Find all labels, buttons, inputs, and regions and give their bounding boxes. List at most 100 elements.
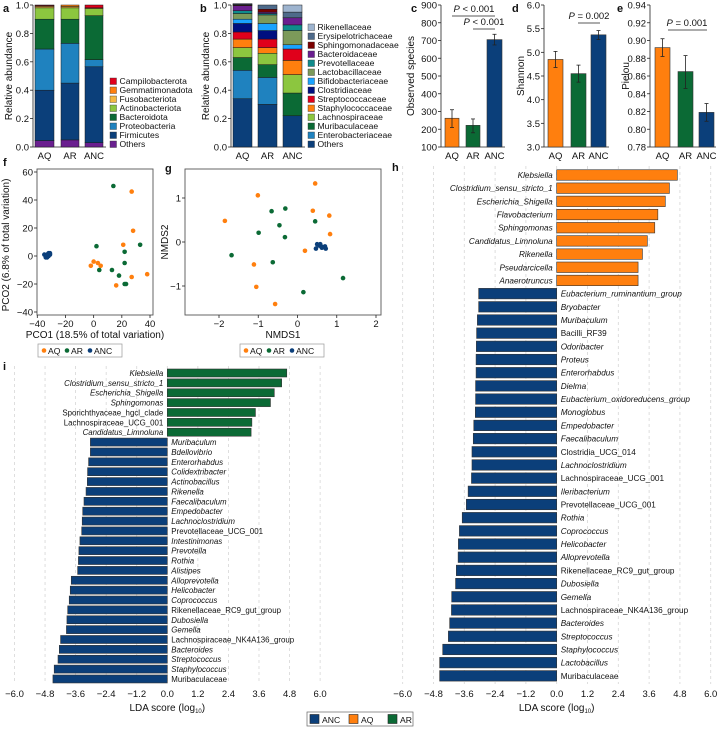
stacked-segment-rikenellaceae [232,3,253,5]
lda-taxon-label: Lachnoclostridium [561,461,627,470]
point-aq [326,213,332,218]
lda-bar [471,446,558,458]
x-tick-label: AR [63,151,76,162]
legend-swatch [307,23,315,31]
lda-taxon-label: Bryobacter [561,303,601,312]
lda-taxon-label: Enterorhabdus [561,369,615,378]
point-ar [111,183,116,189]
lda-taxon-label: Ileribacterium [561,487,610,496]
x-tick-label: AR [572,151,585,162]
lda-taxon-label: Lachnospiraceae_NK4A136_group [561,606,689,615]
x-tick-label: AQ [656,151,670,162]
point-aq [113,283,119,288]
legend-dot-ar [266,348,272,353]
point-ar [277,222,282,228]
stacked-segment-bacteroidaceae [282,17,303,26]
lda-bar [556,248,643,260]
stacked-segment-actinobacteriota [34,7,55,20]
x-tick-label: 3.6 [643,689,656,700]
lda-bar [473,419,557,431]
x-axis-title-main: LDA score (log [129,703,195,714]
lda-bar [451,604,558,616]
plot-frame [184,168,382,316]
lda-taxon-label: Proteus [561,356,589,365]
y-tick-label: 900 [421,1,437,12]
shared-legend-label: ANC [322,715,340,725]
y-tick-label: 600 [421,54,437,65]
y-tick-label: 100 [421,143,437,154]
x-tick-label: −2.4 [486,689,505,700]
point-ar [116,273,122,278]
x-tick-label: 0 [91,319,96,330]
bar-anc [486,39,503,148]
x-axis-title-end: ) [202,703,205,714]
lda-bar [449,617,557,629]
stacked-segment-firmicutes [60,82,80,141]
lda-taxon-label: Bacilli_RF39 [561,329,607,338]
legend-label: AR [71,346,83,356]
x-axis-title-subscript: 10 [584,709,591,715]
lda-bar [475,393,557,405]
shared-legend-label: AQ [361,715,374,725]
lda-bar [455,578,558,590]
lda-bar [167,398,271,407]
legend-swatch [307,140,315,148]
lda-bar [457,551,557,563]
lda-bar [439,657,558,669]
panel-letter-d: d [512,3,519,15]
point-ar [256,230,261,236]
legend-label: Others [318,139,344,149]
lda-taxon-label: Muribaculum [171,438,217,447]
bar-ar [570,73,587,148]
stacked-segment-enterobacteriaceae [232,70,253,99]
panel-letter-f: f [3,157,7,169]
stacked-segment-bacteroidaceae [232,5,253,11]
lda-taxon-label: Sporichthyaceae_hgcl_clade [62,408,164,417]
legend-swatch [307,32,315,40]
point-aq [251,262,257,267]
lda-bar [556,261,639,273]
y-tick-label: 0.82 [628,107,647,118]
lda-bar [68,595,168,605]
stacked-segment-lachnospiraceae [282,74,303,94]
y-axis-title: NMDS2 [160,224,171,259]
y-tick-label: −20 [17,280,33,291]
lda-bar [461,512,558,524]
lda-taxon-label: Sphingomonas [111,399,164,408]
lda-bar [467,485,557,497]
y-tick-label: 200 [421,125,437,136]
x-axis-title: NMDS1 [265,330,300,341]
point-aq [255,193,261,198]
point-aq [272,301,278,307]
shared-legend-swatch-ar [387,714,398,724]
point-aq [95,260,101,266]
lda-bar [167,427,252,437]
point-anc [319,245,325,251]
lda-taxon-label: Pseudarcicella [499,263,553,272]
y-tick-label: 0.2 [214,114,227,125]
lda-taxon-label: Sphingomonas [498,224,553,233]
y-tick-label: 4.0 [527,95,540,106]
legend-dot-aq [41,348,47,353]
legend-swatch [307,122,315,130]
lda-bar [66,625,168,634]
y-tick-label: 300 [421,107,437,118]
x-tick-label: AR [679,151,692,162]
bar-aq [654,47,671,148]
legend-swatch [109,131,117,139]
shared-legend-swatch-anc [309,714,320,724]
lda-taxon-label: Alloprevotella [170,576,219,585]
point-aq [129,274,134,280]
legend-swatch [307,59,315,67]
point-aq [129,189,134,194]
lda-taxon-label: Dubosiella [561,580,600,589]
x-tick-label: −1.2 [517,689,536,700]
lda-bar [88,457,168,467]
stacked-segment-proteobacteria [60,43,80,84]
lda-bar [476,327,557,339]
lda-taxon-label: Lactobacillus [561,659,608,668]
legend-label: Clostridiaceae [318,85,373,95]
x-tick-label: 0.0 [550,689,563,700]
legend-label: Firmicutes [120,130,160,140]
p-value: < 0.001 [460,4,495,15]
